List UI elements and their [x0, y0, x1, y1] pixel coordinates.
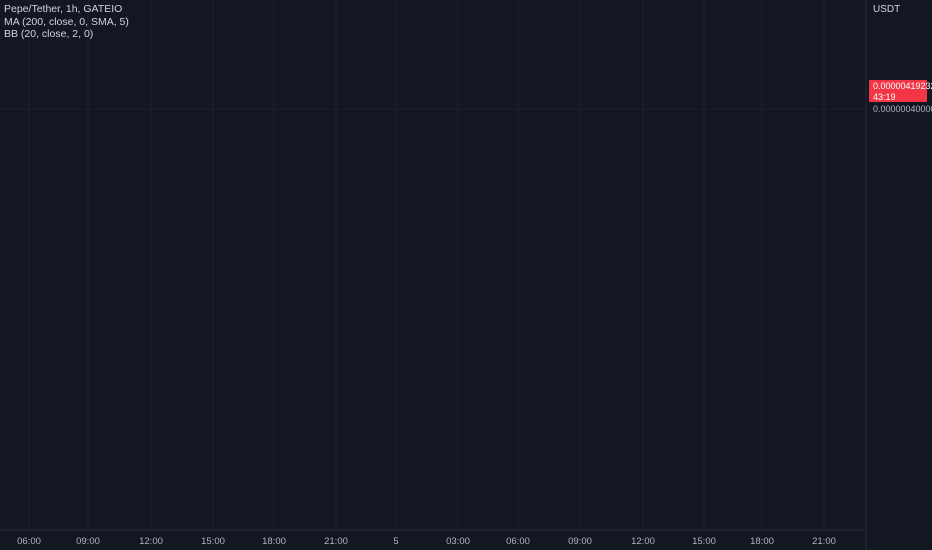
time-tick-label: 18:00 [262, 536, 286, 547]
legend-ma[interactable]: MA (200, close, 0, SMA, 5) [4, 15, 129, 28]
time-tick-label: 09:00 [568, 536, 592, 547]
time-tick-label: 03:00 [446, 536, 470, 547]
time-axis[interactable]: 06:00 09:00 12:00 15:00 18:00 21:00 5 03:00 06:0… [17, 536, 836, 547]
bar-countdown: 43:19 [873, 91, 896, 102]
chart-grid [0, 0, 867, 550]
time-tick-label: 21:00 [324, 536, 348, 547]
last-price-tag: 0.00000419232 43:19 [869, 80, 932, 102]
last-price-value: 0.00000419232 [873, 81, 932, 91]
time-tick-label: 09:00 [76, 536, 100, 547]
price-axis[interactable]: 0.000004800000.000004600000.000004400000… [873, 0, 932, 114]
legend-symbol[interactable]: Pepe/Tether, 1h, GATEIO [4, 3, 123, 15]
time-tick-label: 12:00 [631, 536, 655, 547]
time-tick-label: 15:00 [692, 536, 716, 547]
time-tick-label: 18:00 [750, 536, 774, 547]
price-unit-label: USDT [873, 4, 901, 15]
time-tick-label: 15:00 [201, 536, 225, 547]
time-tick-label: 21:00 [812, 536, 836, 547]
time-tick-label: 5 [393, 536, 398, 547]
legend-bb[interactable]: BB (20, close, 2, 0) [4, 28, 94, 40]
time-tick-label: 06:00 [17, 536, 41, 547]
time-tick-label: 12:00 [139, 536, 163, 547]
chart-legend[interactable]: Pepe/Tether, 1h, GATEIO MA (200, close, … [4, 3, 129, 41]
price-tick-label: 0.00000040000 [873, 104, 932, 114]
time-tick-label: 06:00 [506, 536, 530, 547]
